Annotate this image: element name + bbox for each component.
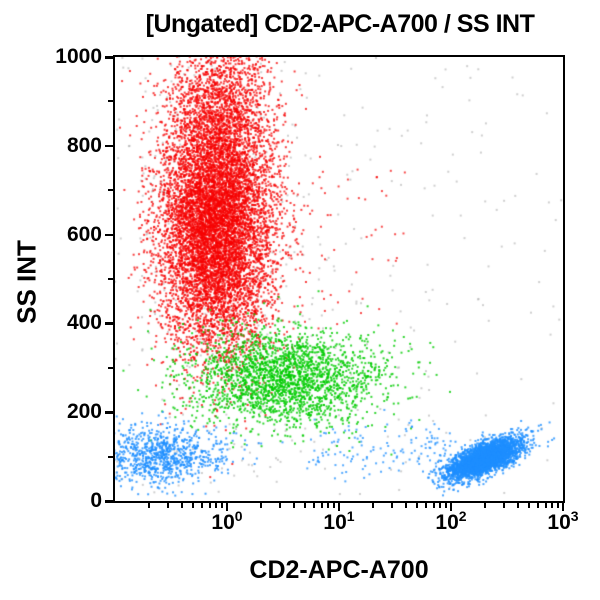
x-major-tick [561,503,565,511]
x-tick-base: 10 [211,511,235,534]
x-minor-tick [320,503,323,508]
y-minor-tick [108,366,113,369]
y-minor-tick [108,189,113,192]
plot-area[interactable] [113,55,565,503]
x-minor-tick [208,503,211,508]
x-minor-tick [332,503,335,508]
y-tick-label: 1000 [55,45,102,68]
x-major-tick [337,503,341,511]
x-minor-tick [503,503,506,508]
x-minor-tick [517,503,520,508]
x-minor-tick [259,503,262,508]
x-minor-tick [215,503,218,508]
x-tick-base: 10 [323,511,347,534]
y-major-tick [105,322,113,325]
x-minor-tick [405,503,408,508]
y-major-tick [105,56,113,59]
x-minor-tick [432,503,435,508]
y-tick-label: 0 [90,489,102,512]
plot-title: [Ungated] CD2-APC-A700 / SS INT [145,10,535,38]
x-minor-tick [439,503,442,508]
x-minor-tick [556,503,559,508]
y-major-tick [105,500,113,503]
y-axis-label: SS INT [11,240,42,324]
x-tick-base: 10 [435,511,459,534]
y-tick-label: 800 [66,133,102,157]
x-minor-tick [483,503,486,508]
y-major-tick [105,233,113,237]
x-minor-tick [293,503,296,508]
y-tick-label: 400 [66,311,102,335]
y-minor-tick [108,455,113,458]
x-minor-tick [551,503,554,508]
x-tick-label: 103 [528,508,598,534]
x-minor-tick [181,503,184,508]
x-axis-label: CD2-APC-A700 [249,556,429,584]
x-minor-tick [537,503,540,508]
x-minor-tick [444,503,447,508]
x-minor-tick [425,503,428,508]
y-minor-tick [108,278,113,280]
x-minor-tick [416,503,419,508]
x-major-tick [225,503,229,511]
x-minor-tick [279,503,282,508]
y-tick-label: 600 [66,222,102,246]
x-minor-tick [391,503,394,508]
y-major-tick [105,411,113,414]
y-tick-label: 200 [66,400,102,424]
x-major-tick [449,503,453,511]
x-tick-label: 101 [304,508,374,534]
x-minor-tick [201,503,204,508]
y-minor-tick [108,100,113,103]
y-major-tick [105,144,113,148]
x-tick-base: 10 [547,511,571,534]
x-minor-tick [192,503,195,508]
x-minor-tick [313,503,316,508]
scatter-canvas[interactable] [115,57,563,501]
x-tick-exponent: 2 [458,508,467,524]
x-minor-tick [220,503,223,508]
x-tick-exponent: 3 [570,508,579,524]
x-tick-label: 102 [416,508,486,534]
x-minor-tick [304,503,307,508]
x-minor-tick [528,503,531,508]
x-tick-exponent: 0 [234,508,243,524]
x-tick-label: 100 [192,508,262,534]
x-minor-tick [371,503,374,508]
x-minor-tick [327,503,330,508]
x-minor-tick [167,503,170,508]
x-minor-tick [544,503,547,508]
x-tick-exponent: 1 [346,508,355,524]
x-minor-tick [147,503,150,508]
